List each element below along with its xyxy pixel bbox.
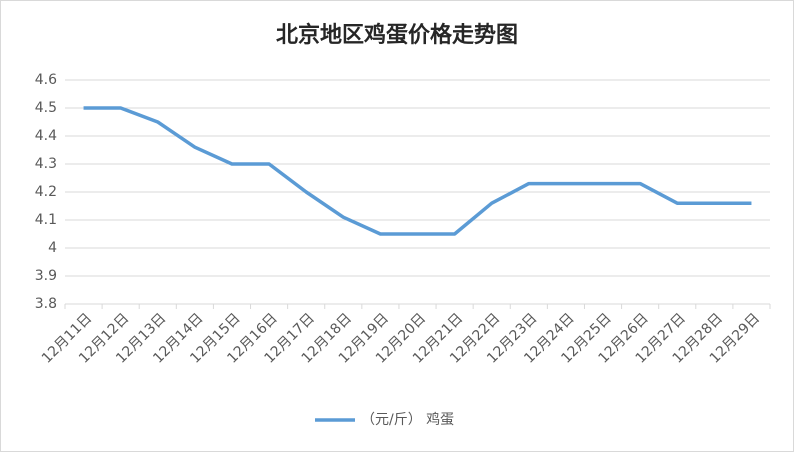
data-line — [83, 106, 752, 236]
y-tick-label: 4 — [48, 240, 57, 256]
y-tick-label: 4.1 — [35, 212, 57, 228]
legend-label: （元/斤） 鸡蛋 — [361, 411, 454, 428]
y-tick-label: 4.6 — [35, 72, 57, 88]
y-tick-label: 4.3 — [35, 156, 57, 172]
y-tick-label: 4.5 — [35, 100, 57, 116]
y-tick-label: 4.2 — [35, 184, 57, 200]
chart-title: 北京地区鸡蛋价格走势图 — [276, 22, 518, 48]
y-tick-label: 3.8 — [35, 296, 57, 312]
y-tick-label: 3.9 — [35, 268, 57, 284]
y-tick-label: 4.4 — [35, 128, 57, 144]
